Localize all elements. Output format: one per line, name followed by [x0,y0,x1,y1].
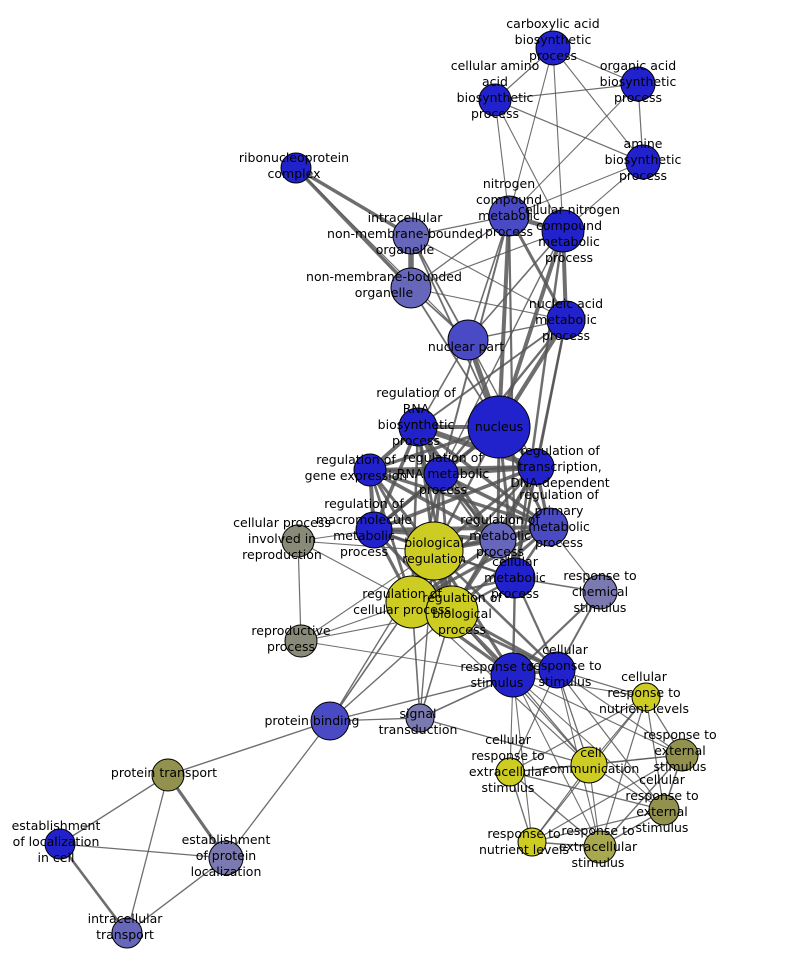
graph-node-ribonucleoprotein-complex[interactable] [280,152,312,184]
graph-edge [295,166,412,238]
graph-node-organic-acid-biosynthetic-process[interactable] [620,66,656,102]
graph-node-nucleic-acid-metabolic-process[interactable] [546,300,586,340]
graph-edge [467,230,564,341]
graph-node-nitrogen-compound-metabolic-process[interactable] [488,195,530,237]
graph-node-cellular-response-to-nutrient-levels[interactable] [631,682,661,712]
graph-node-protein-transport[interactable] [151,758,185,792]
graph-node-regulation-of-macromolecule-metabolic-process[interactable] [355,511,393,549]
graph-edge [297,540,302,642]
graph-edge [225,720,331,859]
graph-edge [300,640,514,676]
graph-edge [416,426,454,613]
graph-edge [509,771,665,811]
graph-node-cellular-response-to-external-stimulus[interactable] [648,794,680,826]
graph-node-regulation-of-rna-biosynthetic-process[interactable] [398,407,438,447]
graph-node-regulation-of-rna-metabolic-process[interactable] [423,456,459,492]
graph-edge [512,674,533,843]
graph-edge [126,774,169,934]
graph-edge [599,754,683,848]
graph-node-establishment-of-protein-localization[interactable] [208,840,244,876]
graph-edge [552,47,644,163]
graph-node-cellular-response-to-stimulus[interactable] [538,651,576,689]
graph-edge [369,468,550,529]
graph-node-response-to-extracellular-stimulus[interactable] [583,830,617,864]
edges-layer [58,47,683,934]
graph-node-cellular-metabolic-process[interactable] [494,557,536,599]
graph-node-response-to-chemical-stimulus[interactable] [582,574,618,610]
graph-edge [508,47,554,217]
graph-node-response-to-stimulus[interactable] [490,652,536,698]
graph-edge [329,611,453,722]
graph-edge [556,669,683,756]
graph-node-regulation-of-gene-expression[interactable] [353,453,387,487]
nodes-layer [44,30,699,949]
graph-edge [552,47,564,232]
graph-edge [440,472,550,529]
graph-edge [531,754,683,843]
graph-edge [508,83,639,217]
graph-edge [58,843,129,934]
graph-edge [440,230,564,475]
graph-edge [373,525,550,532]
graph-edge [59,774,169,845]
graph-node-nucleus[interactable] [467,395,531,459]
graph-edge [410,287,567,321]
graph-node-response-to-nutrient-levels[interactable] [517,827,547,857]
graph-edge [494,83,639,101]
graph-edge [494,99,564,232]
graph-node-amine-biosynthetic-process[interactable] [625,144,661,180]
graph-edge [494,99,644,163]
graph-node-reproductive-process[interactable] [284,624,318,658]
graph-edge [167,720,331,776]
graph-node-signal-transduction[interactable] [405,703,435,733]
graph-edge [507,215,517,579]
graph-edge [512,674,601,848]
graph-node-biological-regulation[interactable] [404,521,464,581]
graph-node-intracellular-non-membrane-bounded-organelle[interactable] [392,217,430,255]
graph-node-protein-binding[interactable] [310,701,350,741]
graph-edge [508,161,644,217]
graph-edge [410,230,564,289]
graph-node-regulation-of-primary-metabolic-process[interactable] [529,507,569,547]
graph-node-non-membrane-bounded-organelle[interactable] [390,267,432,309]
graph-edge [419,717,590,766]
graph-node-regulation-of-metabolic-process[interactable] [479,521,517,559]
graph-edge [497,230,565,428]
graph-edge [417,319,567,428]
graph-edge [512,674,683,756]
graph-edge [512,674,665,811]
graph-node-regulation-of-transcription-dna-dependent[interactable] [517,448,555,486]
graph-edge [440,473,516,579]
graph-node-establishment-of-localization-in-cell[interactable] [44,828,76,860]
graph-node-cellular-nitrogen-compound-metabolic-process[interactable] [541,209,585,253]
graph-node-cellular-response-to-extracellular-stimulus[interactable] [495,757,525,787]
graph-edge [509,696,647,773]
graph-node-intracellular-transport[interactable] [111,917,143,949]
graph-edge [126,857,227,934]
graph-edge [599,696,647,848]
graph-edge [645,696,665,811]
graph-edge [295,167,469,341]
graph-node-cell-communication[interactable] [570,746,608,784]
graph-node-cellular-process-involved-in-reproduction[interactable] [281,524,315,558]
graph-edge [509,669,558,773]
graph-edge [509,771,601,848]
graph-edge [497,215,511,428]
graph-edge [410,235,567,321]
graph-node-cellular-amino-acid-biosynthetic-process[interactable] [478,83,512,117]
graph-edge [329,674,514,722]
graph-node-carboxylic-acid-biosynthetic-process[interactable] [535,30,571,66]
graph-node-regulation-of-biological-process[interactable] [425,585,479,639]
graph-node-nuclear-part[interactable] [447,319,489,361]
graph-edge [531,809,665,843]
graph-node-response-to-external-stimulus[interactable] [665,738,699,772]
graph-edge [59,843,227,859]
